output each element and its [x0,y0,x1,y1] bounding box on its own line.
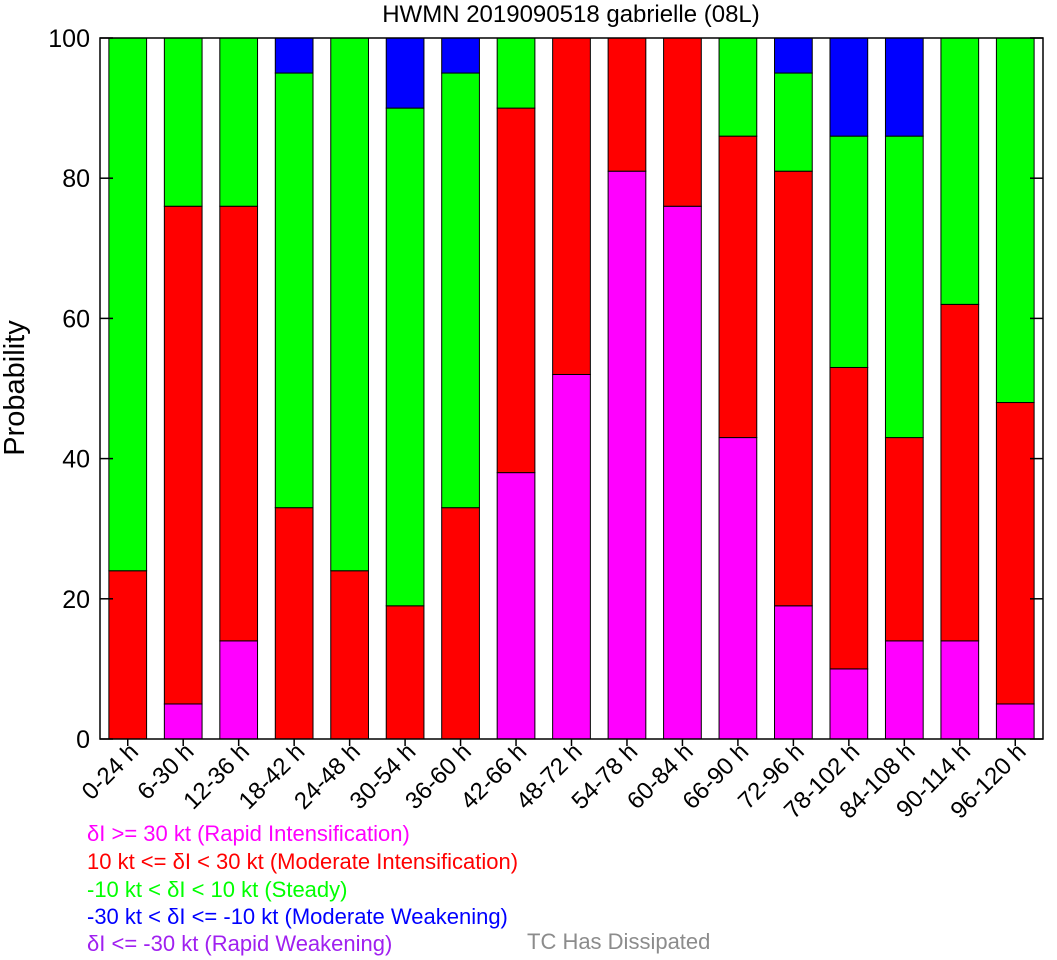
bar-moderate_intensification-2 [219,205,259,642]
bar-rapid_intensification-11 [718,437,758,740]
bar-moderate_intensification-13 [829,366,869,670]
bar-moderate_intensification-3 [274,507,314,740]
chart-title: HWMN 2019090518 gabrielle (08L) [382,1,760,28]
bar-rapid_intensification-1 [163,703,203,740]
bar-moderate_intensification-10 [663,37,702,207]
bar-moderate_weakening-3 [274,37,314,74]
bar-steady-11 [718,37,758,137]
legend-rapid-intensification: δI >= 30 kt (Rapid Intensification) [87,821,410,846]
bar-steady-16 [995,37,1035,404]
bar-rapid_intensification-12 [774,605,813,740]
bar-moderate_intensification-9 [607,37,647,172]
bar-moderate_weakening-14 [884,37,924,137]
bar-steady-1 [163,37,203,207]
bar-rapid_intensification-2 [219,640,259,740]
bar-steady-12 [774,72,813,172]
bar-moderate_intensification-7 [496,107,536,474]
bar-steady-4 [330,37,369,572]
bar-steady-15 [940,37,980,305]
y-tick-label-60: 60 [62,305,90,333]
bar-rapid_intensification-8 [552,373,591,740]
bar-moderate_weakening-12 [774,37,813,74]
legend-moderate-intensification: 10 kt <= δI < 30 kt (Moderate Intensific… [87,849,519,874]
bar-steady-0 [108,37,148,572]
bar-moderate_intensification-6 [441,507,480,740]
bar-moderate_intensification-4 [330,570,369,740]
bar-steady-2 [219,37,259,207]
bar-moderate_intensification-5 [385,605,425,740]
bar-moderate_intensification-16 [995,402,1035,705]
bar-rapid_intensification-14 [884,640,924,740]
bar-moderate_intensification-14 [884,437,924,642]
bar-rapid_intensification-10 [663,205,702,740]
bar-steady-14 [884,135,924,439]
bar-moderate_intensification-1 [163,205,203,705]
bar-steady-13 [829,135,869,368]
bar-moderate_intensification-12 [774,170,813,607]
bar-moderate_weakening-13 [829,37,869,137]
bar-steady-3 [274,72,314,509]
y-tick-label-40: 40 [62,446,90,474]
bar-rapid_intensification-9 [607,170,647,740]
bar-moderate_intensification-8 [552,37,591,375]
legend-steady: -10 kt < δI < 10 kt (Steady) [87,877,348,902]
bar-moderate_weakening-6 [441,37,480,74]
bar-moderate_intensification-11 [718,135,758,439]
bar-steady-7 [496,37,536,109]
bar-moderate_intensification-0 [108,570,148,740]
bar-moderate_weakening-5 [385,37,425,109]
bar-steady-6 [441,72,480,509]
legend-moderate-weakening: -30 kt < δI <= -10 kt (Moderate Weakenin… [87,904,508,929]
y-axis-label: Probability [0,320,31,456]
y-tick-label-0: 0 [76,726,90,754]
y-tick-label-80: 80 [62,165,90,193]
legend-dissipated: TC Has Dissipated [527,929,711,954]
bar-rapid_intensification-13 [829,668,869,740]
y-tick-label-100: 100 [48,25,90,53]
bar-steady-5 [385,107,425,607]
y-tick-label-20: 20 [62,586,90,614]
bar-moderate_intensification-15 [940,303,980,642]
bar-rapid_intensification-15 [940,640,980,740]
legend-rapid-weakening: δI <= -30 kt (Rapid Weakening) [87,931,393,956]
bar-rapid_intensification-16 [995,703,1035,740]
bar-rapid_intensification-7 [496,472,536,740]
bars-group [108,37,1035,740]
